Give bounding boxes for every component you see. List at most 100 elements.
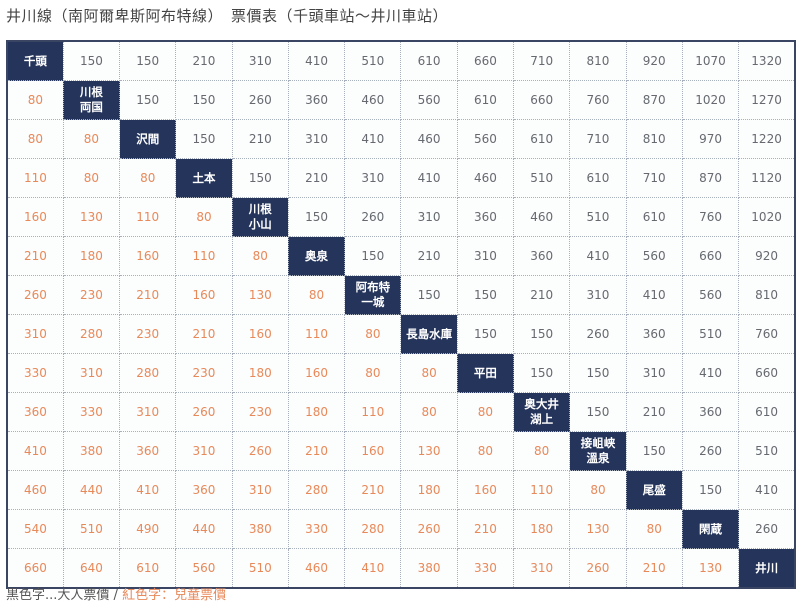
station-header-cell: 平田 xyxy=(456,353,515,393)
adult-fare-cell: 810 xyxy=(625,119,683,159)
adult-fare-cell: 1020 xyxy=(681,80,740,120)
child-fare-cell: 80 xyxy=(175,197,233,237)
table-row: 410 380 360 310 260 210 160 130 80 80 接岨峡 溫泉 150 260 5… xyxy=(6,431,796,471)
page-title: 井川線（南阿爾卑斯阿布特線） 票價表（千頭車站～井川車站） xyxy=(6,7,449,25)
adult-fare-cell: 510 xyxy=(513,158,571,198)
adult-fare-cell: 760 xyxy=(569,80,627,120)
adult-fare-cell: 610 xyxy=(569,158,627,198)
adult-fare-cell: 310 xyxy=(287,119,346,159)
adult-fare-cell: 920 xyxy=(738,236,796,276)
adult-fare-cell: 710 xyxy=(625,158,683,198)
adult-fare-cell: 810 xyxy=(738,275,796,315)
child-fare-cell: 510 xyxy=(231,548,289,589)
child-fare-cell: 330 xyxy=(456,548,515,589)
child-fare-cell: 460 xyxy=(6,470,64,510)
child-fare-cell: 260 xyxy=(231,431,289,471)
table-row: 330 310 280 230 180 160 80 80 平田 150 150 310 410 660 xyxy=(6,353,796,393)
adult-fare-cell: 260 xyxy=(569,314,627,354)
legend: 黒色字...大人票價 / 紅色字：兒童票價 xyxy=(6,584,226,603)
child-fare-cell: 440 xyxy=(62,470,121,510)
adult-fare-cell: 460 xyxy=(400,119,458,159)
adult-fare-cell: 210 xyxy=(175,40,233,81)
child-fare-cell: 80 xyxy=(62,119,121,159)
legend-separator: / xyxy=(109,588,123,603)
child-fare-cell: 330 xyxy=(6,353,64,393)
child-fare-cell: 280 xyxy=(62,314,121,354)
station-header-cell: 阿布特 一城 xyxy=(344,275,402,315)
table-row: 540 510 490 440 380 330 280 260 210 180 130 80 閑蔵 260 xyxy=(6,509,796,549)
adult-fare-cell: 460 xyxy=(344,80,402,120)
child-fare-cell: 360 xyxy=(175,470,233,510)
adult-fare-cell: 260 xyxy=(681,431,740,471)
child-fare-cell: 230 xyxy=(62,275,121,315)
legend-adult-note: 黒色字...大人票價 xyxy=(6,588,110,603)
adult-fare-cell: 360 xyxy=(287,80,346,120)
adult-fare-cell: 760 xyxy=(681,197,740,237)
adult-fare-cell: 1320 xyxy=(738,40,796,81)
child-fare-cell: 180 xyxy=(231,353,289,393)
adult-fare-cell: 150 xyxy=(119,40,177,81)
adult-fare-cell: 260 xyxy=(344,197,402,237)
adult-fare-cell: 360 xyxy=(625,314,683,354)
child-fare-cell: 160 xyxy=(287,353,346,393)
table-row: 160 130 110 80 川根 小山 150 260 310 360 460 510 610 760 1… xyxy=(6,197,796,237)
child-fare-cell: 160 xyxy=(175,275,233,315)
child-fare-cell: 80 xyxy=(569,470,627,510)
child-fare-cell: 310 xyxy=(62,353,121,393)
child-fare-cell: 310 xyxy=(6,314,64,354)
station-header-cell: 川根 両国 xyxy=(62,80,121,120)
adult-fare-cell: 410 xyxy=(287,40,346,81)
child-fare-cell: 310 xyxy=(119,392,177,432)
adult-fare-cell: 870 xyxy=(681,158,740,198)
child-fare-cell: 210 xyxy=(287,431,346,471)
adult-fare-cell: 310 xyxy=(231,40,289,81)
child-fare-cell: 330 xyxy=(287,509,346,549)
adult-fare-cell: 1070 xyxy=(681,40,740,81)
table-row: 360 330 310 260 230 180 110 80 80 奥大井 湖上 150 210 360 6… xyxy=(6,392,796,432)
child-fare-cell: 380 xyxy=(62,431,121,471)
adult-fare-cell: 210 xyxy=(625,392,683,432)
child-fare-cell: 540 xyxy=(6,509,64,549)
child-fare-cell: 110 xyxy=(513,470,571,510)
adult-fare-cell: 1020 xyxy=(738,197,796,237)
station-header-cell: 千頭 xyxy=(6,40,64,81)
adult-fare-cell: 870 xyxy=(625,80,683,120)
station-header-cell: 奥泉 xyxy=(287,236,346,276)
child-fare-cell: 260 xyxy=(569,548,627,589)
adult-fare-cell: 150 xyxy=(681,470,740,510)
adult-fare-cell: 710 xyxy=(513,40,571,81)
adult-fare-cell: 410 xyxy=(738,470,796,510)
station-header-cell: 井川 xyxy=(738,548,796,589)
adult-fare-cell: 310 xyxy=(344,158,402,198)
child-fare-cell: 180 xyxy=(513,509,571,549)
adult-fare-cell: 410 xyxy=(344,119,402,159)
adult-fare-cell: 210 xyxy=(513,275,571,315)
child-fare-cell: 280 xyxy=(287,470,346,510)
child-fare-cell: 80 xyxy=(119,158,177,198)
adult-fare-cell: 360 xyxy=(456,197,515,237)
child-fare-cell: 280 xyxy=(119,353,177,393)
adult-fare-cell: 510 xyxy=(569,197,627,237)
adult-fare-cell: 560 xyxy=(400,80,458,120)
adult-fare-cell: 310 xyxy=(400,197,458,237)
child-fare-cell: 230 xyxy=(231,392,289,432)
adult-fare-cell: 560 xyxy=(681,275,740,315)
child-fare-cell: 380 xyxy=(231,509,289,549)
adult-fare-cell: 510 xyxy=(681,314,740,354)
child-fare-cell: 180 xyxy=(400,470,458,510)
adult-fare-cell: 150 xyxy=(119,80,177,120)
adult-fare-cell: 310 xyxy=(456,236,515,276)
child-fare-cell: 110 xyxy=(287,314,346,354)
child-fare-cell: 160 xyxy=(119,236,177,276)
adult-fare-cell: 360 xyxy=(681,392,740,432)
station-header-cell: 川根 小山 xyxy=(231,197,289,237)
child-fare-cell: 210 xyxy=(175,314,233,354)
child-fare-cell: 80 xyxy=(287,275,346,315)
adult-fare-cell: 360 xyxy=(513,236,571,276)
child-fare-cell: 80 xyxy=(456,392,515,432)
station-header-cell: 閑蔵 xyxy=(681,509,740,549)
